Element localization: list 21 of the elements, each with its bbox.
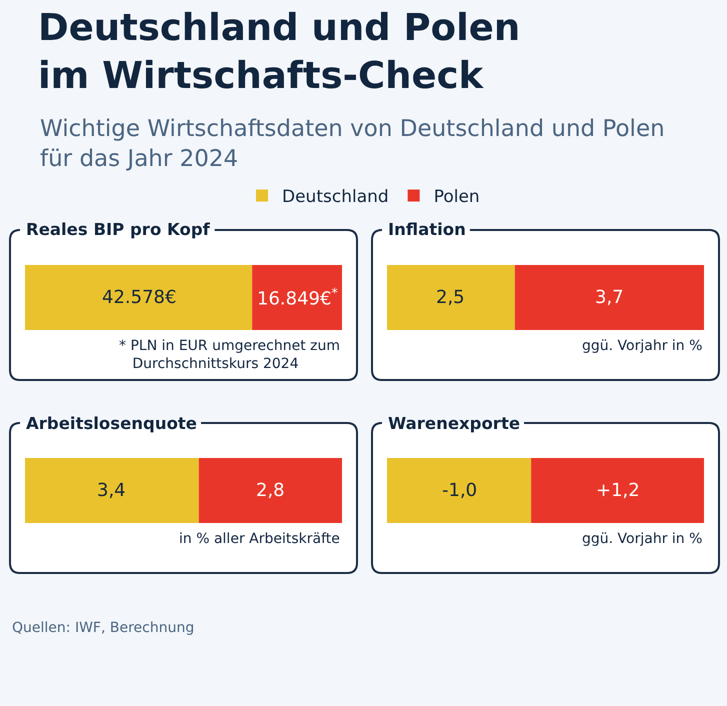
- data-label: +1,2: [596, 480, 640, 501]
- text: Deutschland und Polen im Wirtschafts-Check: [38, 6, 520, 98]
- chart-title: Inflation: [388, 220, 466, 239]
- data-label: 2,5: [436, 287, 465, 308]
- text: ggü. Vorjahr in %: [582, 531, 702, 547]
- legend-label: Polen: [434, 187, 480, 208]
- text: * PLN in EUR umgerechnet zum Durchschnittskurs 2024: [119, 338, 340, 372]
- chart-title: Warenexporte: [388, 414, 520, 433]
- data-label: 3,4: [97, 480, 126, 501]
- text: in % aller Arbeitskräfte: [179, 531, 340, 547]
- data-label: 2,8: [256, 480, 285, 501]
- chart-title: Reales BIP pro Kopf: [26, 220, 211, 239]
- legend-label: Deutschland: [282, 187, 389, 208]
- data-label: 16.849€$^{*}$: [257, 285, 338, 310]
- data-label: 42.578€: [102, 287, 176, 308]
- text: Wichtige Wirtschaftsdaten von Deutschland und Polen für das Jahr 2024: [40, 116, 665, 172]
- data-label: 3,7: [595, 287, 624, 308]
- chart-title: Arbeitslosenquote: [26, 414, 197, 433]
- source-note: Quellen: IWF, Berechnung: [12, 620, 194, 636]
- text: ggü. Vorjahr in %: [582, 338, 702, 354]
- data-label: -1,0: [442, 480, 478, 501]
